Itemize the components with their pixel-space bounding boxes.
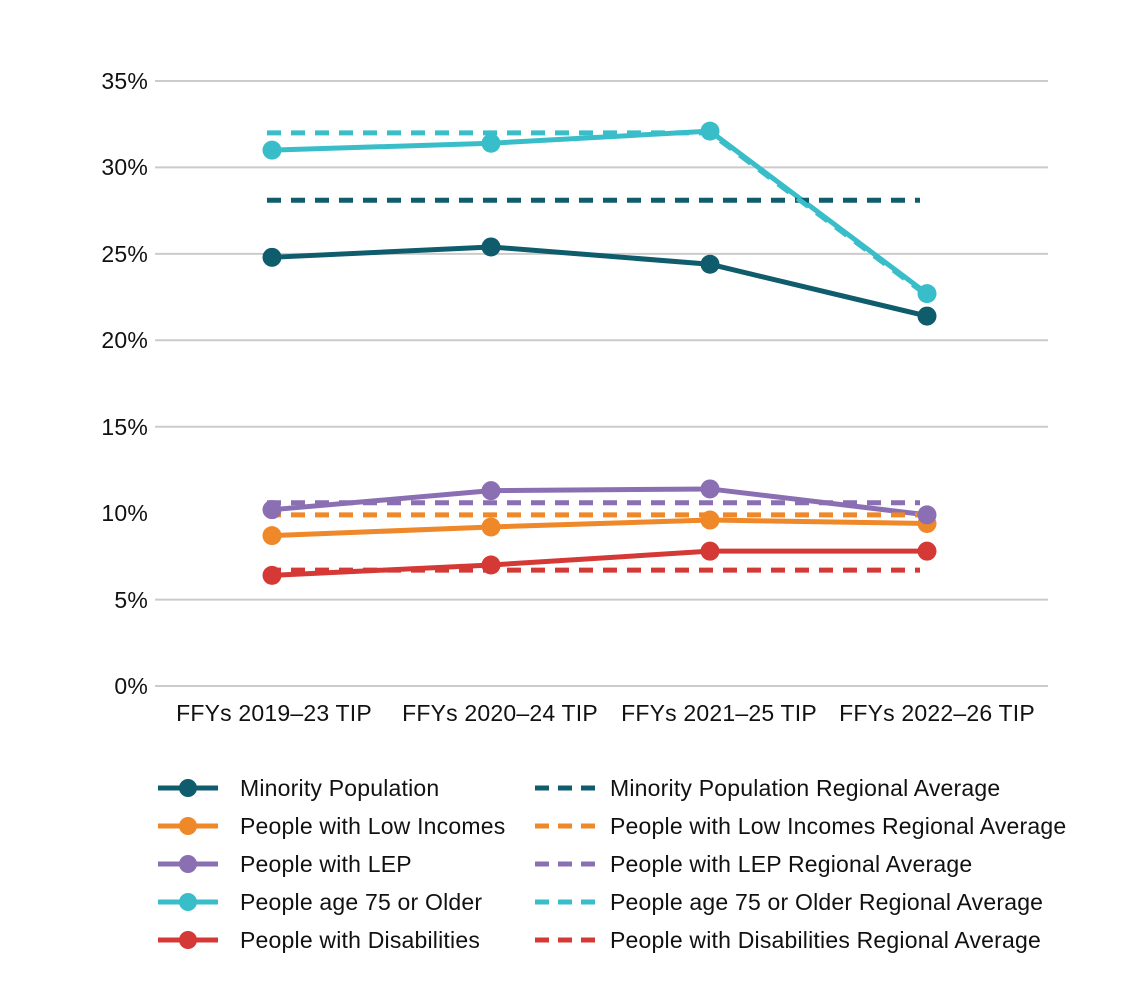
x-axis-label-ffys-2020-24: FFYs 2020–24 TIP [402, 700, 598, 726]
y-axis-tick-20: 20% [101, 327, 148, 354]
y-axis-tick-15: 15% [101, 413, 148, 440]
x-axis-label-ffys-2021-25: FFYs 2021–25 TIP [621, 700, 817, 726]
y-axis-tick-5: 5% [114, 586, 148, 613]
y-axis-tick-0: 0% [114, 673, 148, 699]
x-axis-label-ffys-2019-23: FFYs 2019–23 TIP [176, 700, 372, 726]
y-axis-tick-35: 35% [101, 68, 148, 94]
y-axis-tick-30: 30% [101, 154, 148, 181]
y-axis-tick-10: 10% [101, 500, 148, 527]
y-axis-tick-25: 25% [101, 240, 148, 267]
x-axis-label-ffys-2022-26: FFYs 2022–26 TIP [839, 700, 1035, 726]
